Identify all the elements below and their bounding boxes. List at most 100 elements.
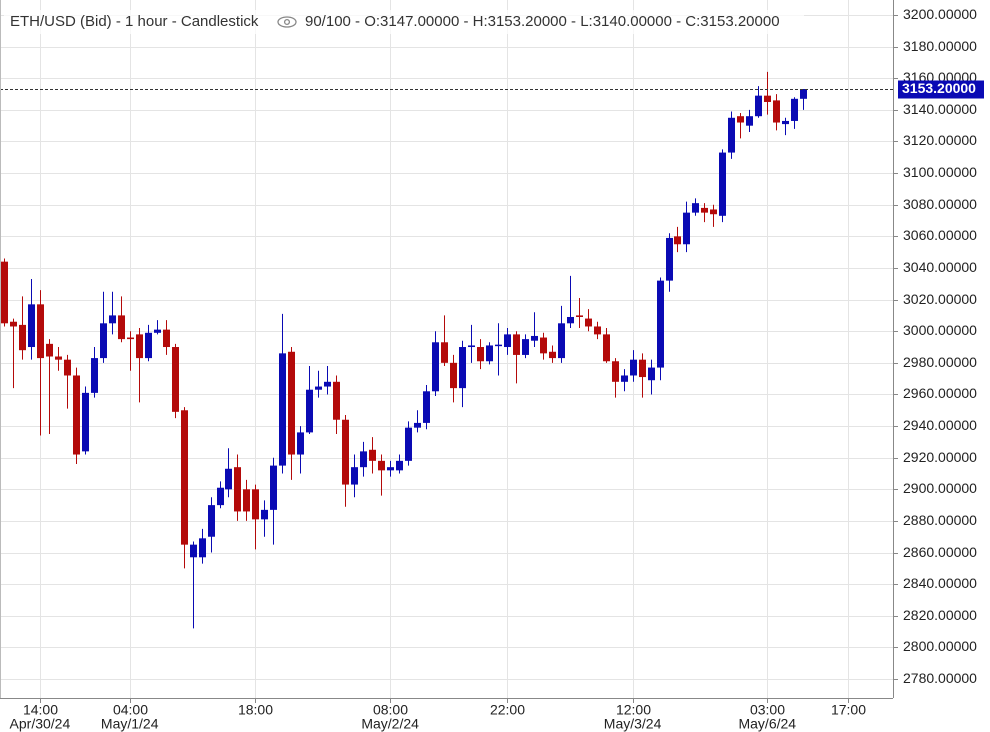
date-label: May/1/24 — [101, 716, 159, 732]
candle-body — [154, 329, 161, 333]
candle-body — [746, 116, 753, 126]
candle-body — [55, 356, 62, 360]
candle-body — [567, 316, 574, 324]
visibility-icon[interactable] — [277, 16, 297, 28]
candle-body — [82, 392, 89, 452]
candle-body — [234, 467, 241, 512]
candle-body — [692, 203, 699, 213]
candle-body — [225, 468, 232, 490]
header-bg — [4, 10, 804, 34]
y-tick-label: 2980.00000 — [903, 354, 977, 370]
candle-body — [252, 489, 259, 520]
candle-body — [791, 98, 798, 121]
candle-body — [217, 487, 224, 506]
y-tick-label: 2900.00000 — [903, 480, 977, 496]
y-tick-label: 3180.00000 — [903, 38, 977, 54]
candle-body — [504, 334, 511, 348]
x-tick-label: 17:00 — [831, 702, 866, 718]
candle-body — [181, 410, 188, 545]
date-label: Apr/30/24 — [10, 716, 71, 732]
date-label: May/2/24 — [361, 716, 419, 732]
candle-body — [378, 460, 385, 471]
x-tick-label: 18:00 — [238, 702, 273, 718]
candle-body — [522, 339, 529, 355]
candle-body — [531, 335, 538, 341]
y-tick-label: 2920.00000 — [903, 449, 977, 465]
candle-body — [710, 209, 717, 215]
candle-body — [324, 381, 331, 387]
candle-body — [639, 359, 646, 378]
candles — [0, 71, 893, 629]
date-label: May/3/24 — [604, 716, 662, 732]
y-tick-label: 3080.00000 — [903, 196, 977, 212]
candle-body — [755, 95, 762, 117]
candle-body — [333, 381, 340, 420]
y-tick-label: 3000.00000 — [903, 322, 977, 338]
candle-body — [190, 544, 197, 558]
candle-body — [243, 489, 250, 512]
candle-body — [118, 315, 125, 340]
candle-body — [513, 334, 520, 355]
candle-body — [109, 315, 116, 324]
x-tick-label: 22:00 — [490, 702, 525, 718]
y-tick-label: 2820.00000 — [903, 607, 977, 623]
candle-body — [782, 120, 789, 125]
candle-body — [145, 332, 152, 359]
candle-body — [1, 261, 8, 324]
candle-body — [612, 361, 619, 382]
candle-body — [261, 509, 268, 520]
y-tick-label: 2860.00000 — [903, 544, 977, 560]
y-tick-label: 3060.00000 — [903, 227, 977, 243]
candle-body — [737, 116, 744, 123]
candle-body — [728, 117, 735, 153]
candle-body — [306, 389, 313, 433]
candle-body — [405, 427, 412, 461]
y-tick-label: 3040.00000 — [903, 259, 977, 275]
date-label: May/6/24 — [738, 716, 796, 732]
candle-body — [288, 351, 295, 455]
y-axis: 3200.000003180.000003160.000003140.00000… — [893, 6, 977, 686]
y-tick-label: 2800.00000 — [903, 638, 977, 654]
candle-body — [351, 467, 358, 485]
candle-body — [630, 359, 637, 376]
candle-body — [414, 422, 421, 428]
candle-body — [683, 212, 690, 245]
chart-title: ETH/USD (Bid) - 1 hour - Candlestick — [10, 13, 259, 30]
candle-body — [585, 318, 592, 327]
candle-body — [486, 345, 493, 362]
candle-body — [603, 334, 610, 362]
candle-body — [172, 347, 179, 412]
candle-body — [28, 304, 35, 348]
candle-body — [576, 315, 583, 317]
candle-body — [719, 152, 726, 216]
candle-body — [468, 345, 475, 348]
candle-body — [360, 451, 367, 468]
y-tick-label: 2780.00000 — [903, 670, 977, 686]
candle-body — [315, 386, 322, 390]
candle-body — [199, 538, 206, 558]
candle-body — [459, 347, 466, 389]
candle-body — [369, 449, 376, 461]
candle-body — [594, 326, 601, 335]
candle-body — [657, 280, 664, 368]
chart-subtitle: 90/100 - O:3147.00000 - H:3153.20000 - L… — [305, 13, 780, 30]
candle-body — [64, 359, 71, 376]
candle-body — [621, 375, 628, 382]
candle-body — [495, 344, 502, 347]
x-tick-label: 04:00 — [113, 702, 148, 718]
x-axis: 14:00 04:00 18:00 08:00 22:00 12:00 03:00 17:00… — [10, 698, 866, 732]
grid — [0, 0, 893, 698]
candle-body — [773, 100, 780, 123]
candle-body — [46, 343, 53, 357]
x-tick-label: 14:00 — [23, 702, 58, 718]
candle-body — [477, 347, 484, 362]
candle-body — [342, 419, 349, 485]
candle-body — [73, 375, 80, 455]
candle-body — [100, 323, 107, 359]
x-tick-label: 08:00 — [373, 702, 408, 718]
candle-body — [423, 391, 430, 423]
candle-body — [558, 323, 565, 359]
candle-body — [441, 342, 448, 363]
candle-body — [270, 465, 277, 510]
